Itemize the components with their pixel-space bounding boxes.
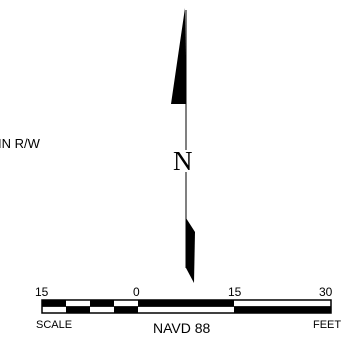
scale-bar-segment [66, 306, 90, 313]
right-of-way-label: IN R/W [0, 136, 40, 151]
scale-bar-segment [234, 306, 331, 313]
units-word-label: FEET [313, 319, 342, 331]
scale-tick-label: 0 [133, 285, 140, 299]
scale-bar-segment [42, 300, 66, 307]
scale-tick-label: 15 [228, 285, 242, 299]
scale-bar-segment [138, 300, 234, 307]
scale-tick-label: 30 [319, 285, 333, 299]
north-arrow-letter: N [173, 146, 193, 176]
scale-bar-graphic [41, 299, 332, 314]
north-arrow-head [171, 8, 186, 104]
scale-tick-label: 15 [35, 285, 49, 299]
scale-bar-segment [114, 306, 138, 313]
north-arrow-tail [186, 218, 195, 283]
vertical-datum-label: NAVD 88 [153, 320, 211, 336]
scale-word-label: SCALE [36, 319, 73, 331]
scale-bar-segment [90, 300, 114, 307]
